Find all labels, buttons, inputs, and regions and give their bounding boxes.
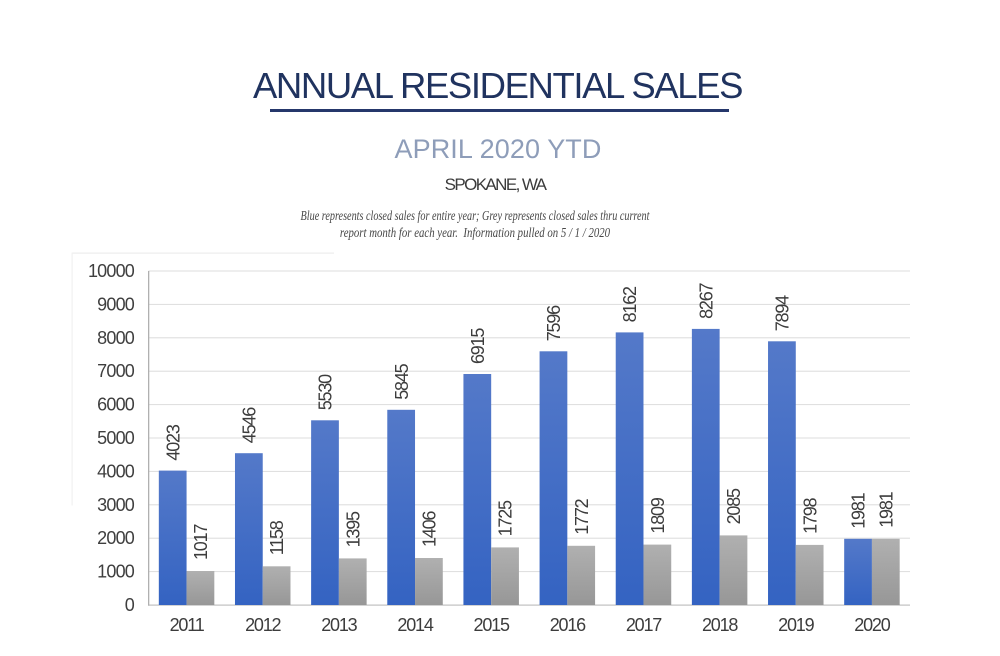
svg-text:0: 0 bbox=[125, 595, 135, 615]
svg-text:1981: 1981 bbox=[876, 491, 896, 527]
svg-text:2018: 2018 bbox=[702, 615, 738, 635]
svg-text:6915: 6915 bbox=[468, 328, 488, 364]
svg-text:2011: 2011 bbox=[170, 615, 205, 635]
svg-text:7596: 7596 bbox=[544, 305, 564, 341]
svg-text:1798: 1798 bbox=[800, 497, 820, 533]
svg-text:2014: 2014 bbox=[397, 615, 433, 635]
svg-text:8267: 8267 bbox=[696, 282, 716, 318]
svg-text:6000: 6000 bbox=[97, 395, 135, 415]
svg-text:3000: 3000 bbox=[97, 495, 135, 515]
svg-text:4023: 4023 bbox=[163, 424, 183, 460]
svg-text:2017: 2017 bbox=[626, 615, 662, 635]
svg-text:2013: 2013 bbox=[321, 615, 357, 635]
svg-text:4000: 4000 bbox=[97, 461, 135, 481]
svg-text:7894: 7894 bbox=[773, 295, 793, 331]
svg-text:8162: 8162 bbox=[620, 286, 640, 322]
svg-text:2016: 2016 bbox=[550, 615, 586, 635]
svg-text:2015: 2015 bbox=[474, 615, 510, 635]
svg-text:5845: 5845 bbox=[392, 363, 412, 399]
svg-text:1000: 1000 bbox=[97, 562, 135, 582]
svg-text:9000: 9000 bbox=[97, 294, 135, 314]
svg-text:1772: 1772 bbox=[572, 498, 592, 534]
svg-text:2019: 2019 bbox=[778, 615, 814, 635]
svg-text:5530: 5530 bbox=[316, 374, 336, 410]
svg-text:1406: 1406 bbox=[420, 511, 440, 547]
svg-text:1725: 1725 bbox=[496, 500, 516, 536]
svg-text:2085: 2085 bbox=[724, 488, 744, 524]
svg-text:10000: 10000 bbox=[88, 261, 135, 281]
svg-text:1158: 1158 bbox=[267, 520, 287, 555]
svg-text:1809: 1809 bbox=[648, 497, 668, 533]
svg-text:2020: 2020 bbox=[854, 615, 890, 635]
svg-text:4546: 4546 bbox=[239, 407, 259, 443]
svg-text:1395: 1395 bbox=[343, 511, 363, 547]
svg-text:8000: 8000 bbox=[97, 328, 135, 348]
svg-text:5000: 5000 bbox=[97, 428, 135, 448]
svg-text:7000: 7000 bbox=[97, 361, 135, 381]
svg-text:1017: 1017 bbox=[191, 524, 211, 560]
svg-text:1981: 1981 bbox=[849, 492, 869, 528]
svg-text:2000: 2000 bbox=[97, 528, 135, 548]
svg-text:2012: 2012 bbox=[245, 615, 281, 635]
